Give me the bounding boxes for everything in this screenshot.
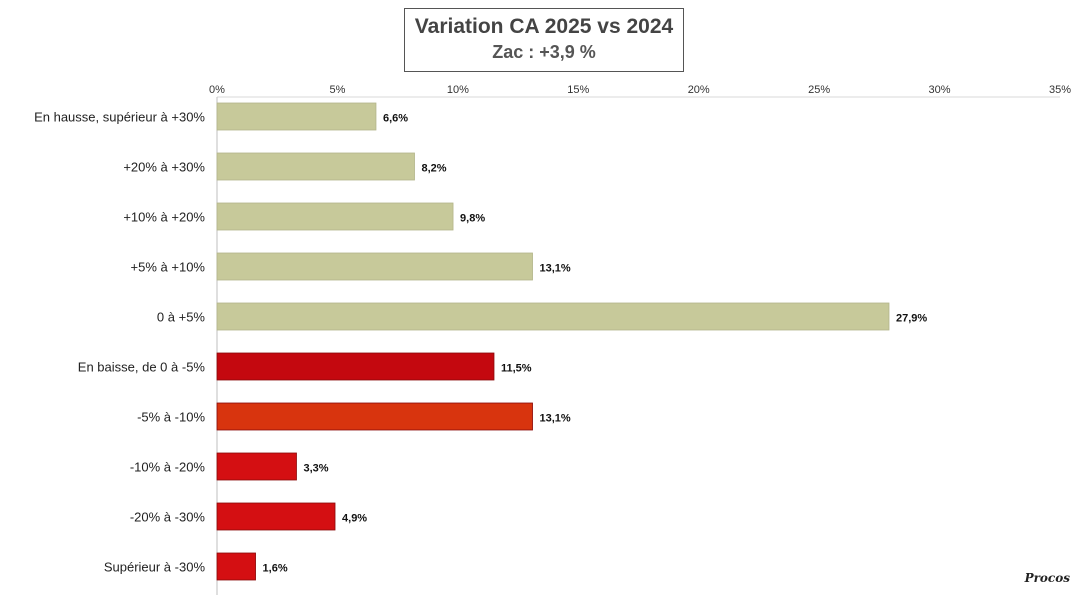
bar — [216, 252, 533, 281]
category-label: +20% à +30% — [123, 160, 205, 175]
data-label: 9,8% — [460, 213, 485, 225]
bar — [216, 552, 256, 581]
category-label: -20% à -30% — [130, 510, 206, 525]
chart-title: Variation CA 2025 vs 2024 — [414, 15, 674, 38]
category-label: En hausse, supérieur à +30% — [34, 110, 205, 125]
bar — [216, 452, 297, 481]
category-label: Supérieur à -30% — [104, 560, 206, 575]
bars-layer: 6,6% 8,2% 9,8% 13,1% 27,9% 11,5% 13,1% 3,3% 4,9%… — [216, 102, 927, 581]
category-label: -10% à -20% — [130, 460, 206, 475]
bar — [216, 502, 336, 531]
x-tick-label: 15% — [567, 84, 589, 96]
x-tick-label: 20% — [688, 84, 710, 96]
category-label: 0 à +5% — [157, 310, 206, 325]
chart-subtitle: Zac : +3,9 % — [492, 42, 596, 62]
bar — [216, 402, 533, 431]
data-label: 13,1% — [540, 263, 571, 275]
data-label: 11,5% — [501, 363, 532, 375]
bar — [216, 102, 377, 131]
x-tick-label: 35% — [1049, 84, 1071, 96]
data-label: 3,3% — [303, 463, 328, 475]
axis-layer: 0% 5% 10% 15% 20% 25% 30% 35% En hausse, supérie… — [34, 84, 1071, 595]
watermark-logo: Procos — [1024, 571, 1070, 585]
bar — [216, 152, 415, 181]
x-tick-label: 0% — [209, 84, 225, 96]
data-label: 1,6% — [263, 563, 288, 575]
bar — [216, 302, 890, 331]
x-tick-label: 10% — [447, 84, 469, 96]
category-label: +5% à +10% — [131, 260, 206, 275]
bar — [216, 202, 454, 231]
category-label: En baisse, de 0 à -5% — [78, 360, 206, 375]
data-label: 8,2% — [422, 163, 447, 175]
category-label: -5% à -10% — [137, 410, 205, 425]
bar — [216, 352, 495, 381]
data-label: 27,9% — [896, 313, 927, 325]
x-tick-label: 25% — [808, 84, 830, 96]
category-label: +10% à +20% — [123, 210, 205, 225]
x-tick-label: 30% — [929, 84, 951, 96]
data-label: 4,9% — [342, 513, 367, 525]
data-label: 13,1% — [540, 413, 571, 425]
data-label: 6,6% — [383, 113, 408, 125]
x-tick-label: 5% — [329, 84, 345, 96]
chart-title-box: Variation CA 2025 vs 2024 Zac : +3,9 % — [404, 8, 684, 72]
